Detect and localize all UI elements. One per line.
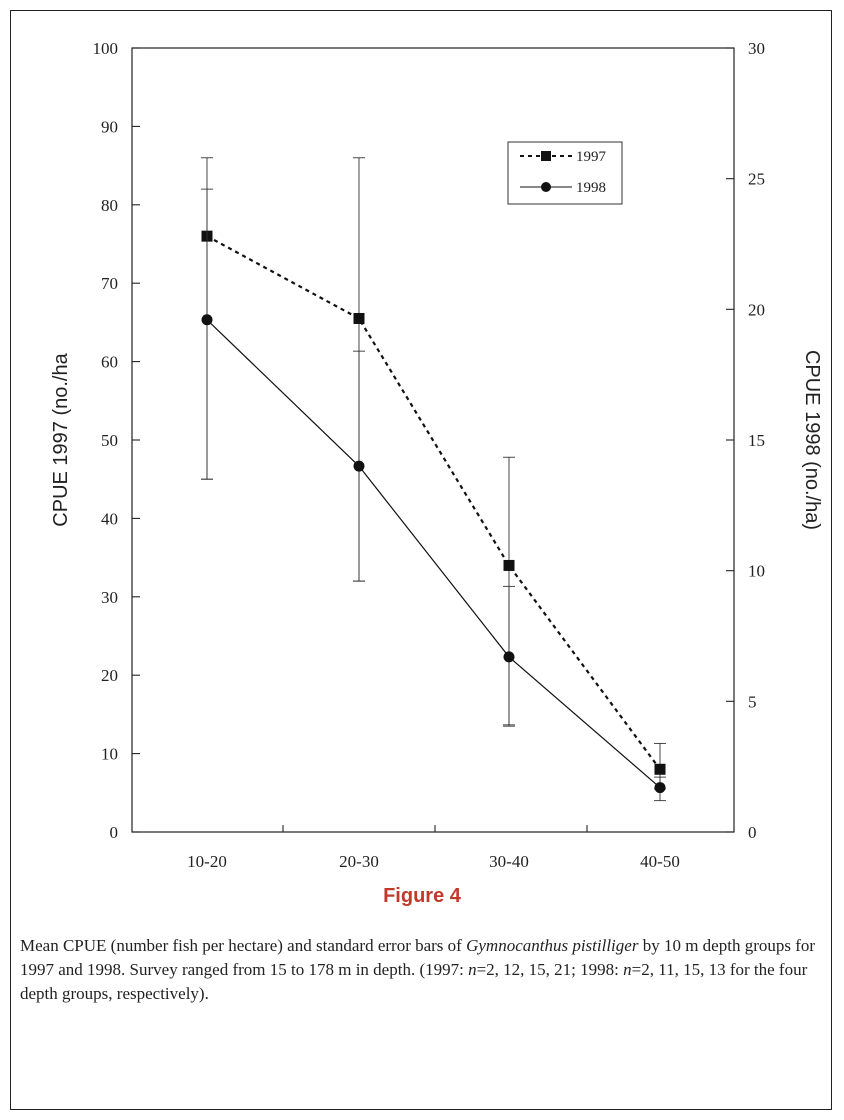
y-left-tick-label: 80: [101, 196, 118, 215]
figure-frame: [10, 10, 832, 1110]
caption-run: n: [623, 960, 632, 979]
data-point: [654, 782, 666, 794]
data-point: [503, 651, 515, 663]
caption-run: by 10 m depth groups for 1997 and 1998. …: [20, 936, 816, 979]
data-point: [654, 763, 666, 775]
series-line-1998: [206, 319, 661, 789]
y-left-tick-label: 40: [101, 509, 118, 528]
y-right-tick-label: 0: [748, 823, 757, 842]
legend-label: 1997: [576, 149, 607, 165]
data-point: [201, 314, 213, 326]
caption-run: Gymnocanthus pistilliger: [466, 936, 639, 955]
legend-marker: [541, 151, 551, 161]
caption-run: n: [468, 960, 477, 979]
y-right-tick-label: 5: [748, 692, 757, 711]
x-tick-label: 40-50: [640, 852, 680, 871]
caption-run: =2, 11, 15, 13 for the four depth groups…: [20, 960, 808, 1003]
y-left-tick-label: 50: [101, 431, 118, 450]
data-point: [503, 559, 515, 571]
y-left-tick-label: 10: [101, 745, 118, 764]
y-left-tick-label: 60: [101, 353, 118, 372]
caption-run: Mean CPUE (number fish per hectare) and …: [20, 936, 467, 955]
x-tick-label: 10-20: [187, 852, 227, 871]
caption-run: =2, 12, 15, 21; 1998:: [476, 960, 624, 979]
y-left-tick-label: 100: [93, 39, 119, 58]
y-right-tick-label: 15: [748, 431, 765, 450]
figure-label: Figure 4: [383, 885, 461, 907]
x-tick-label: 20-30: [339, 852, 379, 871]
data-point: [353, 312, 365, 324]
y-right-tick-label: 25: [748, 170, 765, 189]
legend-marker: [541, 182, 551, 192]
legend-label: 1998: [576, 180, 606, 196]
series-line-1997: [206, 235, 661, 770]
data-point: [353, 460, 365, 472]
legend: [507, 141, 623, 205]
y-right-tick-label: 30: [748, 39, 765, 58]
y-right-tick-label: 20: [748, 300, 765, 319]
y-left-tick-label: 70: [101, 274, 118, 293]
x-tick-label: 30-40: [489, 852, 529, 871]
figure-caption: Mean CPUE (number fish per hectare) and …: [20, 934, 820, 1006]
y-left-tick-label: 90: [101, 117, 118, 136]
y-right-tick-label: 10: [748, 562, 765, 581]
y-left-tick-label: 20: [101, 666, 118, 685]
chart: 0 10 20 30 40 50 60 70 80 90 100 0 5 10 15 20 25 30 10-20 2…: [50, 39, 823, 871]
y-left-axis-title: CPUE 1997 (no./ha: [50, 352, 72, 526]
y-left-tick-label: 30: [101, 588, 118, 607]
y-right-axis-title: CPUE 1998 (no./ha): [801, 350, 823, 530]
y-left-tick-label: 0: [110, 823, 119, 842]
